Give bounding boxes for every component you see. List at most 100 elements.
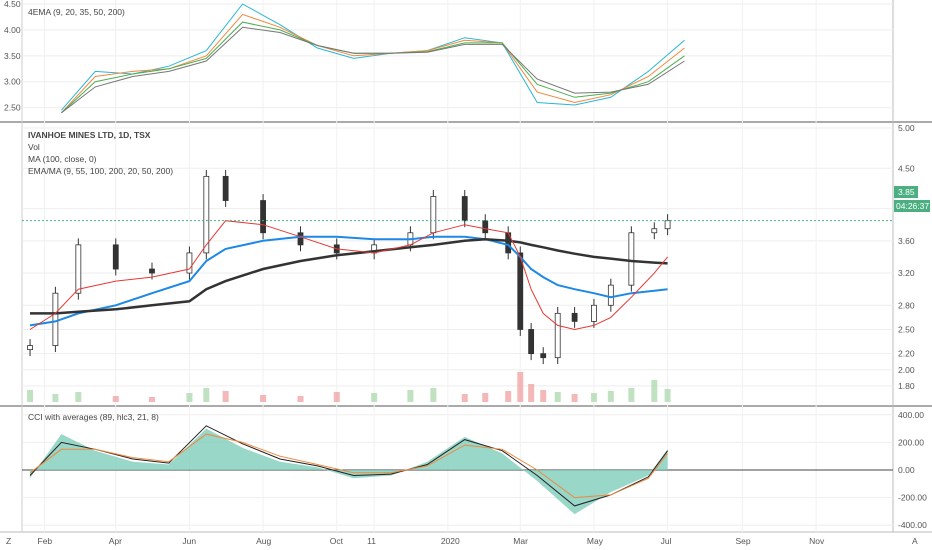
volume-bar bbox=[75, 392, 82, 402]
candle-body bbox=[186, 252, 193, 274]
auto-scale-button[interactable]: A bbox=[912, 536, 918, 546]
volume-bar bbox=[203, 388, 210, 402]
candle-body bbox=[554, 312, 561, 359]
main-legend-emama: EMA/MA (9, 55, 100, 200, 20, 50, 200) bbox=[28, 166, 173, 176]
time-tick-label: Apr bbox=[109, 536, 122, 546]
candle-body bbox=[461, 196, 468, 222]
ma-line-0 bbox=[29, 235, 668, 327]
volume-bar bbox=[517, 372, 524, 402]
cci-tick-label: -200.00 bbox=[898, 493, 927, 503]
time-tick-label: Sep bbox=[735, 536, 750, 546]
time-tick-label: May bbox=[587, 536, 604, 546]
candle-body bbox=[149, 268, 155, 274]
ema-tick-label: 3.00 bbox=[4, 77, 21, 87]
candle-body bbox=[52, 292, 59, 346]
candle-body bbox=[540, 353, 547, 359]
cci-tick-label: 400.00 bbox=[898, 410, 924, 420]
main-tick-label: 2.00 bbox=[898, 365, 915, 375]
ma-line-2 bbox=[29, 220, 668, 331]
candle-body bbox=[482, 220, 489, 234]
candle-body bbox=[528, 329, 535, 355]
volume-bar bbox=[260, 395, 267, 402]
time-tick-label: Mar bbox=[513, 536, 528, 546]
main-tick-label: 3.60 bbox=[898, 236, 915, 246]
volume-bar bbox=[407, 390, 414, 402]
main-tick-label: 5.00 bbox=[898, 123, 915, 133]
time-tick-label: Feb bbox=[38, 536, 53, 546]
ema-tick-label: 2.50 bbox=[4, 103, 21, 113]
last-price-badge bbox=[894, 186, 918, 198]
axes: 2.50 3.00 3.50 4.00 4.50 1.80 2.00 2.20 2.50 2.80… bbox=[4, 0, 927, 546]
cci-legend: CCI with averages (89, hlc3, 21, 8) bbox=[28, 412, 159, 422]
volume-bar bbox=[628, 388, 635, 402]
candle-body bbox=[112, 244, 119, 270]
last-price-text: 3.85 bbox=[898, 187, 915, 197]
ema-tick-label: 4.50 bbox=[4, 0, 21, 9]
volume-bar bbox=[607, 391, 614, 402]
candle-body bbox=[297, 232, 304, 246]
volume-bar bbox=[571, 394, 578, 402]
candle-body bbox=[260, 200, 266, 234]
candle-body bbox=[664, 220, 671, 230]
volume-bar bbox=[27, 390, 34, 402]
candle-body bbox=[628, 232, 635, 286]
volume-bar bbox=[112, 396, 119, 402]
volume-bar bbox=[528, 384, 535, 402]
cci-tick-label: -400.00 bbox=[898, 520, 927, 530]
main-tick-label: 2.20 bbox=[898, 349, 915, 359]
ema-tick-label: 4.00 bbox=[4, 25, 21, 35]
countdown-text: 04:26:37 bbox=[896, 201, 929, 211]
candle-body bbox=[203, 175, 210, 254]
volume-bar bbox=[554, 392, 561, 402]
candle-body bbox=[430, 196, 437, 234]
cci-tick-label: 200.00 bbox=[898, 437, 924, 447]
main-legend-vol: Vol bbox=[28, 142, 40, 152]
volume-bar bbox=[222, 391, 229, 402]
volume-bar bbox=[186, 393, 193, 402]
candle-body bbox=[571, 312, 578, 322]
candle-body bbox=[222, 175, 229, 201]
candle-body bbox=[517, 252, 524, 330]
zoom-toggle-button[interactable]: Z bbox=[6, 536, 11, 546]
volume-bar bbox=[148, 397, 155, 402]
volume-bar bbox=[333, 392, 340, 402]
volume-bar bbox=[52, 394, 59, 402]
volume-bar bbox=[297, 396, 304, 402]
time-tick-label: 2020 bbox=[441, 536, 460, 546]
candle-body bbox=[27, 345, 33, 351]
main-tick-label: 2.50 bbox=[898, 324, 915, 334]
time-tick-label: Jul bbox=[661, 536, 672, 546]
main-tick-label: 2.80 bbox=[898, 300, 915, 310]
countdown-badge bbox=[894, 200, 930, 212]
ema-line-0 bbox=[61, 3, 685, 111]
main-legend-ma: MA (100, close, 0) bbox=[28, 154, 97, 164]
candle-body bbox=[651, 228, 658, 234]
cci-tick-label: 0.00 bbox=[898, 465, 915, 475]
ema-line-3 bbox=[61, 26, 685, 114]
candle-body bbox=[75, 244, 82, 294]
cci-average-1 bbox=[29, 433, 668, 499]
volume-bar bbox=[430, 388, 437, 402]
cci-panel bbox=[22, 425, 893, 515]
grid-lines bbox=[22, 0, 893, 532]
candle-body bbox=[607, 284, 614, 306]
ema-panel bbox=[61, 3, 685, 114]
volume-bar bbox=[540, 390, 547, 402]
main-legend-title: IVANHOE MINES LTD, 1D, TSX bbox=[28, 130, 151, 140]
main-tick-label: 4.50 bbox=[898, 163, 915, 173]
volume-bar bbox=[590, 393, 597, 402]
volume-bar bbox=[505, 391, 512, 402]
time-tick-label: Nov bbox=[809, 536, 825, 546]
volume-bar bbox=[664, 389, 671, 402]
ma-line-1 bbox=[30, 237, 668, 315]
time-tick-label: 11 bbox=[367, 536, 376, 546]
ema-legend: 4EMA (9, 20, 35, 50, 200) bbox=[28, 7, 125, 17]
cci-average-0 bbox=[29, 425, 669, 507]
volume-bar bbox=[482, 393, 489, 402]
candle-body bbox=[591, 304, 597, 322]
ema-tick-label: 3.50 bbox=[4, 51, 21, 61]
time-tick-label: Jun bbox=[182, 536, 196, 546]
time-tick-label: Oct bbox=[330, 536, 344, 546]
main-panel bbox=[22, 169, 893, 402]
